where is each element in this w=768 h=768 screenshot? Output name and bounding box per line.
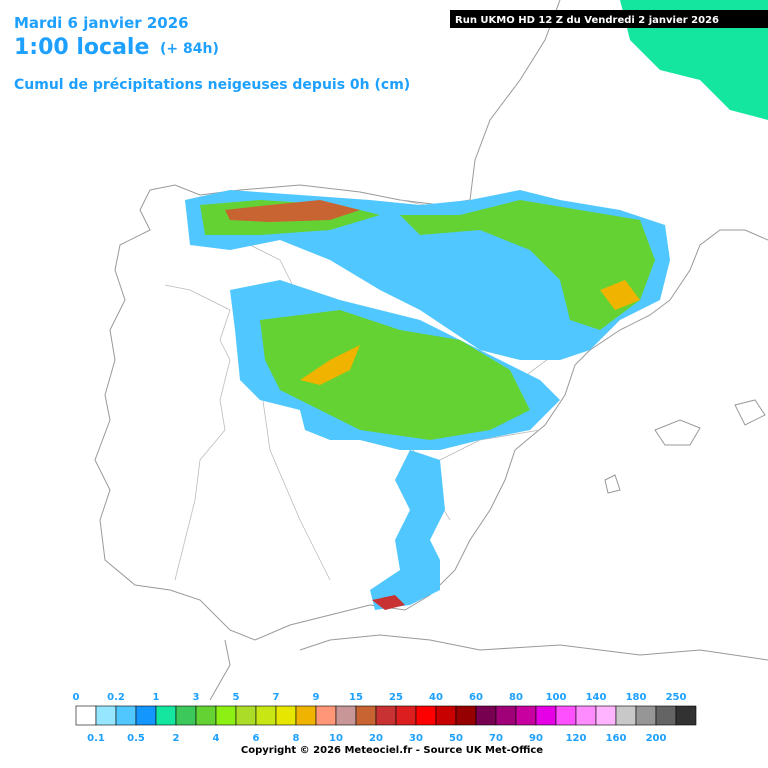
- legend-label: 70: [489, 733, 503, 744]
- run-box: [450, 10, 768, 28]
- legend-swatch: [335, 705, 357, 726]
- legend-swatch: [215, 705, 237, 726]
- legend-swatch: [455, 705, 477, 726]
- subtitle: Cumul de précipitations neigeuses depuis…: [14, 77, 410, 93]
- legend-swatch: [315, 705, 337, 726]
- legend-swatch: [75, 705, 97, 726]
- legend-label: 100: [546, 692, 567, 703]
- legend-label: 140: [586, 692, 607, 703]
- lead-time: (+ 84h): [160, 41, 219, 57]
- legend-label: 10: [329, 733, 343, 744]
- legend-label: 50: [449, 733, 463, 744]
- legend-label: 160: [606, 733, 627, 744]
- legend-swatch: [235, 705, 257, 726]
- legend-label: 90: [529, 733, 543, 744]
- legend-swatch: [375, 705, 397, 726]
- legend-label: 80: [509, 692, 523, 703]
- legend-swatch: [135, 705, 157, 726]
- legend-label: 0.1: [87, 733, 105, 744]
- legend-swatch: [535, 705, 557, 726]
- legend-label: 3: [193, 692, 200, 703]
- legend-label: 6: [253, 733, 260, 744]
- legend-swatch: [555, 705, 577, 726]
- legend: 0 0.1 0.2 0.5 1 2 3 4 5 6 7 8 9 10 15 20 25 30 40 50 60 70 80 9…: [72, 691, 697, 745]
- legend-swatch: [395, 705, 417, 726]
- legend-label: 8: [293, 733, 300, 744]
- legend-swatch: [275, 705, 297, 726]
- legend-label: 250: [666, 692, 687, 703]
- legend-swatch: [95, 705, 117, 726]
- coastlines: [94, 0, 768, 701]
- legend-swatch: [615, 705, 637, 726]
- legend-swatch: [155, 705, 177, 726]
- legend-swatch: [475, 705, 497, 726]
- legend-label: 5: [233, 692, 240, 703]
- legend-label: 9: [313, 692, 320, 703]
- legend-label: 0: [73, 692, 80, 703]
- legend-label: 7: [273, 692, 280, 703]
- legend-swatch: [255, 705, 277, 726]
- legend-label: 20: [369, 733, 383, 744]
- legend-swatch: [675, 705, 697, 726]
- legend-label: 0.5: [127, 733, 145, 744]
- legend-label: 60: [469, 692, 483, 703]
- legend-swatch: [515, 705, 537, 726]
- legend-swatch: [115, 705, 137, 726]
- legend-label: 0.2: [107, 692, 125, 703]
- legend-swatch: [295, 705, 317, 726]
- snow-fields: [185, 0, 768, 610]
- legend-swatch: [495, 705, 517, 726]
- legend-swatch: [635, 705, 657, 726]
- date: Mardi 6 janvier 2026: [14, 14, 189, 32]
- legend-swatch: [415, 705, 437, 726]
- run-info: Run UKMO HD 12 Z du Vendredi 2 janvier 2…: [455, 15, 719, 26]
- legend-swatch: [595, 705, 617, 726]
- legend-label: 30: [409, 733, 423, 744]
- legend-label: 4: [213, 733, 220, 744]
- legend-label: 15: [349, 692, 363, 703]
- legend-label: 120: [566, 733, 587, 744]
- legend-swatch: [175, 705, 197, 726]
- legend-label: 1: [153, 692, 160, 703]
- legend-swatch: [355, 705, 377, 726]
- legend-label: 2: [173, 733, 180, 744]
- legend-swatch: [575, 705, 597, 726]
- legend-swatch: [195, 705, 217, 726]
- legend-label: 200: [646, 733, 667, 744]
- legend-swatch: [435, 705, 457, 726]
- legend-label: 40: [429, 692, 443, 703]
- legend-label: 25: [389, 692, 403, 703]
- time: 1:00 locale: [14, 35, 149, 60]
- legend-swatch: [655, 705, 677, 726]
- copyright: Copyright © 2026 Meteociel.fr - Source U…: [241, 745, 543, 756]
- legend-label: 180: [626, 692, 647, 703]
